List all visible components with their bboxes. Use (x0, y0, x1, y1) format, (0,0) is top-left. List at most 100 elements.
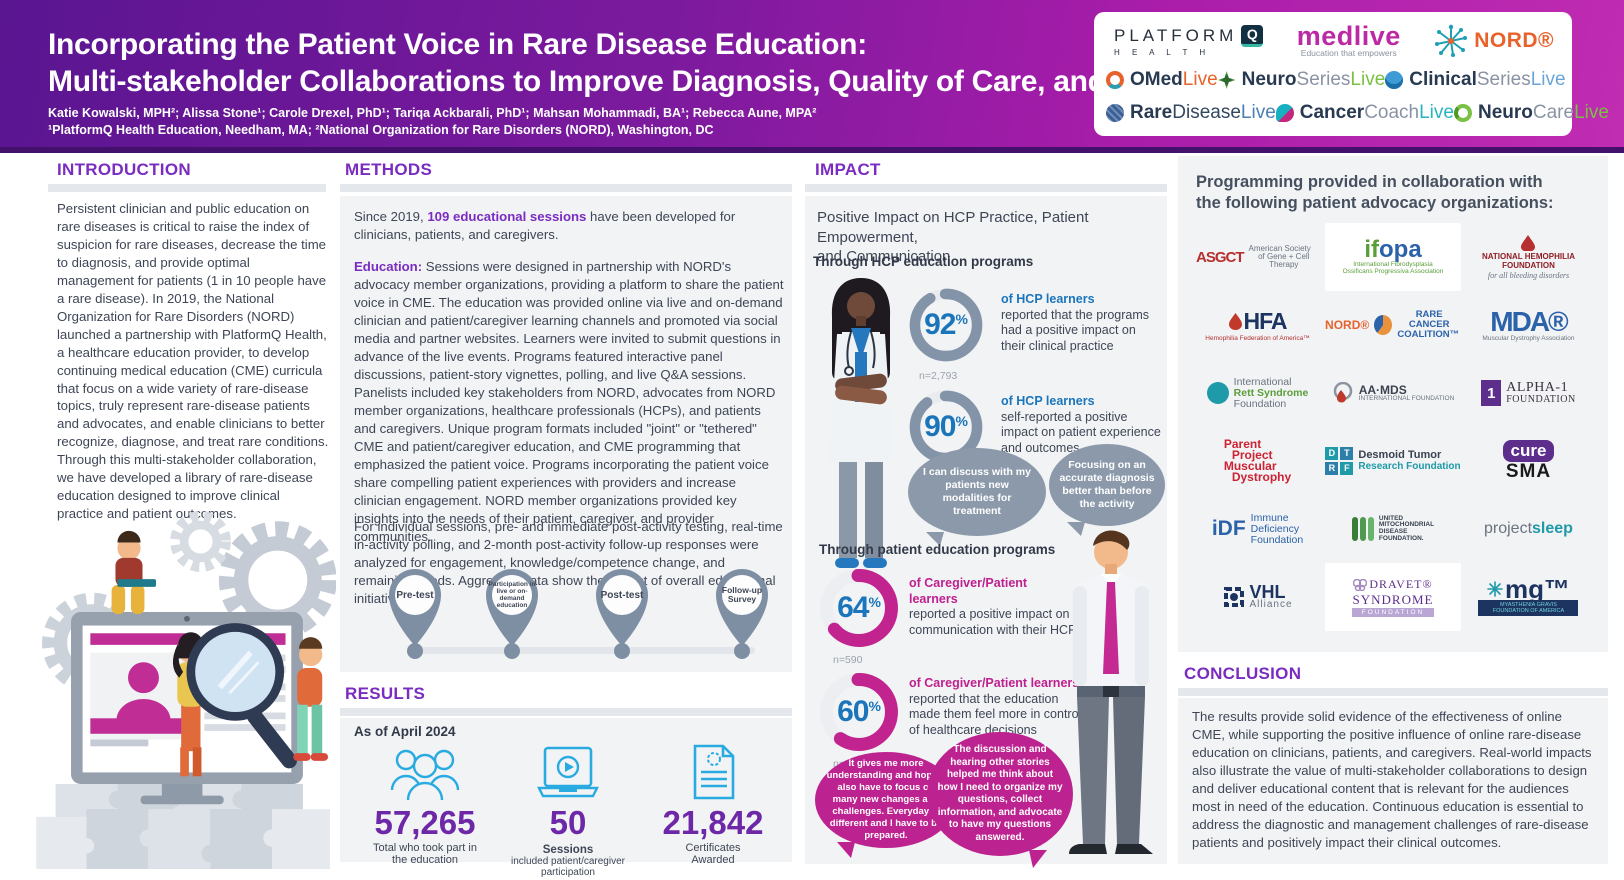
logo-dravet: DRAVET® SYNDROME FOUNDATION (1325, 563, 1461, 632)
stat-participants-value: 57,265 (374, 804, 476, 841)
nord-starburst-icon (1435, 24, 1468, 57)
dtrf-squares-icon: D T R F (1325, 447, 1354, 476)
introduction-body: Persistent clinician and public educatio… (57, 201, 329, 522)
logo-dtrf: D T R F Desmoid Tumor Research Foundation (1325, 427, 1461, 495)
logo-alpha1: 1 ALPHA-1 FOUNDATION (1467, 359, 1590, 427)
logo-panel: PLATFORM Q H E A L T H medlive Education… (1094, 12, 1609, 136)
ifopa-globe-icon: o (1378, 236, 1394, 264)
conclusion-heading: CONCLUSION (1184, 664, 1302, 683)
hcp-programs-title: Through HCP education programs (813, 254, 1034, 269)
impact-heading: IMPACT (815, 160, 881, 179)
conclusion-underline (1178, 688, 1608, 696)
neurocarelive-logo: NeuroCareLive (1453, 102, 1609, 124)
patient-stat-1-n: n=590 (833, 654, 863, 666)
stat-sessions-value: 50 (549, 804, 587, 841)
hcp-quote-2: Focusing on an accurate diagnosis better… (1049, 444, 1165, 536)
logo-aamds: AA·MDS INTERNATIONAL FOUNDATION (1325, 359, 1461, 427)
logo-nhf: NATIONAL HEMOPHILIA FOUNDATION for all b… (1467, 223, 1590, 291)
mg-star-icon (1487, 581, 1503, 598)
certificate-icon (693, 744, 735, 800)
hcp-stat-2-text: of HCP learners self-reported a positive … (1001, 394, 1161, 455)
logo-mg: mg™ MYASTHENIA GRAVIS FOUNDATION OF AMER… (1467, 563, 1590, 631)
affiliations: ¹PlatformQ Health Education, Needham, MA… (48, 123, 714, 137)
rarediseaselive-icon (1106, 104, 1124, 123)
hcp-quote-1: I can discuss with my patients new modal… (908, 448, 1046, 546)
logo-rett: International Rett Syndrome Foundation (1196, 359, 1319, 427)
results-heading: RESULTS (345, 684, 426, 703)
title-line-2: Multi-stakeholder Collaborations to Impr… (48, 65, 1259, 98)
results-as-of: As of April 2024 (354, 724, 456, 739)
stat-sessions: 50 Sessions included patient/caregiver p… (483, 744, 653, 878)
logo-asgct: ASGCT American Society of Gene + Cell The… (1196, 243, 1311, 270)
patient-donut-64: 64% (815, 564, 903, 652)
doctor-illustration (811, 272, 911, 572)
methods-panel: Since 2019, 109 educational sessions hav… (340, 196, 792, 672)
introduction-underline (48, 184, 326, 192)
clinicalserieslive-icon (1385, 70, 1404, 89)
alpha1-mark-icon: 1 (1481, 380, 1502, 407)
hcp-stat-1-text: of HCP learners reported that the program… (1001, 292, 1149, 353)
cancercoachlive-logo: CancerCoachLive (1275, 102, 1454, 124)
hfa-drop-icon (1228, 313, 1242, 331)
title-line-1: Incorporating the Patient Voice in Rare … (48, 28, 867, 61)
logo-vhl: VHL Alliance (1196, 563, 1319, 631)
medlive-logo: medlive Education that empowers (1296, 20, 1401, 58)
magnifier-man-figure (186, 623, 329, 769)
omedlive-icon (1106, 70, 1124, 89)
logo-ppmd: Parent Project Muscular Dystrophy (1223, 437, 1292, 485)
asgct-mark-icon: ASGCT (1196, 248, 1244, 266)
results-panel: As of April 2024 57,265 Total who took p… (340, 718, 792, 878)
neuroserieslive-icon (1217, 70, 1236, 89)
logo-curesma: cure SMA (1467, 427, 1590, 495)
dravet-butterfly-icon (1353, 578, 1368, 591)
methods-paragraph-4: For individual sessions, pre- and immedi… (354, 519, 783, 606)
neurocarelive-icon (1453, 104, 1472, 123)
poster-header: Incorporating the Patient Voice in Rare … (0, 0, 1624, 153)
patient-programs-title: Through patient education programs (819, 542, 1056, 557)
logo-row-2: OMedLive NeuroSeriesLive ClinicalSeriesL… (1106, 69, 1566, 91)
methods-underline (340, 184, 792, 192)
neuroserieslive-logo: NeuroSeriesLive (1217, 69, 1385, 91)
sessions-count-highlight: 109 educational sessions (427, 209, 587, 224)
stat-certificates: 21,842 Certificates Awarded (628, 744, 798, 866)
logo-idf: iDF Immune Deficiency Foundation (1211, 511, 1304, 546)
platformq-q-icon: Q (1241, 24, 1264, 47)
hcp-stat-1-n: n=2,793 (919, 370, 958, 382)
collaboration-illustration (36, 498, 336, 870)
patient-stat-2-text: of Caregiver/Patient learners reported th… (909, 676, 1082, 737)
logo-projectsleep: projectsleep (1484, 520, 1573, 538)
poster-title: Incorporating the Patient Voice in Rare … (48, 26, 1258, 100)
methods-paragraph-1: Since 2019, 109 educational sessions hav… (354, 209, 736, 242)
vhl-knot-icon (1223, 587, 1244, 608)
rarediseaselive-logo: RareDiseaseLive (1106, 102, 1276, 124)
logo-hfa: HFA Hemophilia Federation of America™ (1205, 308, 1310, 343)
introduction-heading: INTRODUCTION (57, 160, 191, 179)
logo-ifopa: ifopa International Fibrodysplasia Ossif… (1325, 223, 1461, 292)
methods-heading: METHODS (345, 160, 433, 179)
patient-quote-2: The discussion and hearing other stories… (927, 732, 1073, 868)
impact-panel: Positive Impact on HCP Practice, Patient… (805, 196, 1167, 868)
authors: Katie Kowalski, MPH²; Alissa Stone¹; Car… (48, 106, 817, 120)
people-group-icon (390, 749, 460, 800)
timeline-pin-followup: Follow-up Survey (711, 564, 773, 648)
methods-paragraph-2: Education: Sessions were designed in par… (354, 259, 784, 382)
results-underline (340, 708, 792, 716)
timeline-pin-pretest: Pre-test (384, 564, 446, 648)
partners-heading: Programming provided in collaboration wi… (1196, 173, 1554, 212)
patient-stat-1-text: of Caregiver/Patient learners reported a … (909, 576, 1077, 637)
platformq-wordmark: PLATFORM (1114, 25, 1238, 45)
timeline-pin-participation: Participation in live or on-demand educa… (481, 564, 543, 648)
stat-participants: 57,265 Total who took part in the educat… (340, 744, 510, 866)
logo-nord-rcc: NORD® RARE CANCER COALITION™ (1325, 309, 1460, 341)
person-laptop-figure (111, 530, 157, 614)
timeline-track (410, 647, 755, 654)
nhf-drop-icon (1521, 234, 1536, 251)
logo-row-1: PLATFORM Q H E A L T H medlive Education… (1106, 20, 1560, 58)
rett-hands-icon (1206, 382, 1229, 405)
umdf-bars-icon (1351, 517, 1374, 542)
patient-quote-1: It gives me more understanding and hope.… (815, 752, 957, 858)
partners-logo-grid: ASGCT American Society of Gene + Cell The… (1196, 223, 1590, 632)
conclusion-body: The results provide solid evidence of th… (1192, 709, 1592, 850)
puzzle-pieces (36, 784, 330, 870)
